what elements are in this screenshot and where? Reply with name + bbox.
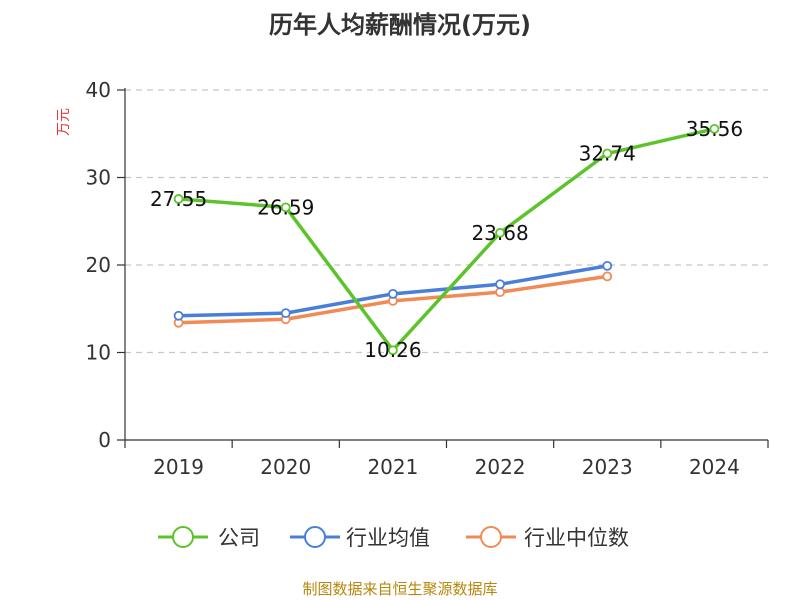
legend-marker-0 [172,526,194,548]
data-source-note: 制图数据来自恒生聚源数据库 [302,580,497,598]
x-tick-label-2020: 2020 [260,455,311,479]
data-point-0-1[interactable] [280,202,291,213]
data-point-1-1[interactable] [280,308,291,319]
y-tick-label-20: 20 [86,253,111,277]
data-point-0-5[interactable] [709,123,720,134]
data-labels: 27.55 26.59 10.26 23.68 32.74 35.56 [150,117,743,362]
legend-item-1[interactable]: 行业均值 [290,526,430,550]
legend-label-1: 行业均值 [346,526,430,550]
x-tick-label-2023: 2023 [582,455,633,479]
data-point-0-2[interactable] [388,345,398,356]
data-point-1-2[interactable] [388,288,398,299]
legend-marker-2 [480,526,502,548]
legend-item-2[interactable]: 行业中位数 [466,526,629,550]
data-point-1-0[interactable] [173,310,184,321]
series-lines [173,123,720,356]
data-point-1-4[interactable] [602,260,613,271]
y-tick-label-40: 40 [86,78,111,102]
y-tick-label-0: 0 [98,428,111,452]
series-2 [173,271,613,328]
data-label-2021: 10.26 [364,338,421,362]
data-point-0-4[interactable] [602,148,613,159]
series-0 [173,123,720,356]
y-tick-label-30: 30 [86,166,111,190]
legend-marker-1 [304,526,326,548]
axes: 0 10 20 30 40 2019 2020 2021 2022 2023 2024 [86,78,769,479]
data-label-2019: 27.55 [150,187,207,211]
data-label-2024: 35.56 [686,117,743,141]
data-point-2-4[interactable] [602,271,613,282]
x-tick-label-2022: 2022 [475,455,526,479]
grid-lines [125,89,768,354]
data-point-2-3[interactable] [495,287,505,298]
x-tick-label-2024: 2024 [689,455,740,479]
legend-label-2: 行业中位数 [524,526,629,550]
legend-item-0[interactable]: 公司 [158,526,260,550]
y-tick-label-10: 10 [86,341,111,365]
series-1 [173,260,613,321]
data-point-0-0[interactable] [173,194,184,204]
y-axis-label: 万元 [56,108,72,136]
legend[interactable]: 公司 行业均值 行业中位数 [158,526,629,550]
x-tick-label-2021: 2021 [367,455,418,479]
x-tick-label-2019: 2019 [153,455,204,479]
data-point-0-3[interactable] [495,227,505,238]
data-label-2020: 26.59 [257,195,314,219]
data-point-1-3[interactable] [495,279,505,290]
data-label-2022: 23.68 [471,221,528,245]
data-label-2023: 32.74 [579,142,636,166]
legend-label-0: 公司 [218,526,260,550]
series-line-0 [178,127,715,352]
chart-title: 历年人均薪酬情况(万元) [269,11,531,39]
